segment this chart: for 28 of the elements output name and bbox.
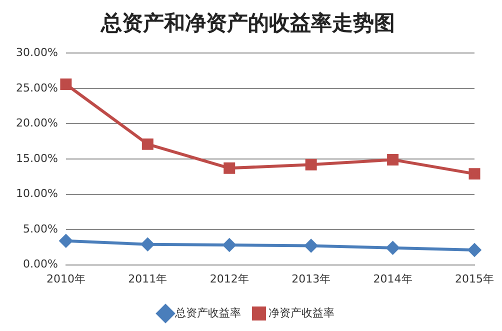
y-tick-label: 30.00% — [16, 46, 58, 60]
point — [387, 154, 399, 166]
point — [59, 234, 72, 248]
point — [304, 239, 318, 252]
point — [468, 168, 480, 180]
x-tick-label: 2015年 — [455, 272, 494, 286]
x-tick-label: 2013年 — [292, 272, 331, 286]
y-tick-label: 20.00% — [16, 116, 58, 130]
x-tick-label: 2011年 — [128, 272, 168, 286]
point — [142, 138, 154, 150]
legend-label: 总资产收益率 — [174, 306, 241, 320]
chart-title: 总资产和净资产的收益率走势图 — [100, 10, 395, 36]
point — [468, 243, 482, 256]
point — [224, 162, 236, 174]
point — [305, 158, 317, 170]
x-tick-label: 2010年 — [46, 272, 86, 286]
y-tick-label: 25.00% — [16, 81, 58, 94]
y-tick-label: 0.00% — [22, 258, 58, 271]
y-tick-label: 5.00% — [22, 222, 58, 236]
y-tick-label: 15.00% — [16, 152, 58, 165]
point — [222, 238, 236, 252]
point — [141, 238, 154, 251]
legend-label: 净资产收益率 — [268, 306, 334, 320]
y-tick-label: 10.00% — [16, 187, 58, 200]
x-tick-label: 2014年 — [373, 272, 412, 286]
point — [60, 78, 72, 90]
x-tick-label: 2012年 — [210, 272, 249, 286]
point — [386, 241, 400, 254]
